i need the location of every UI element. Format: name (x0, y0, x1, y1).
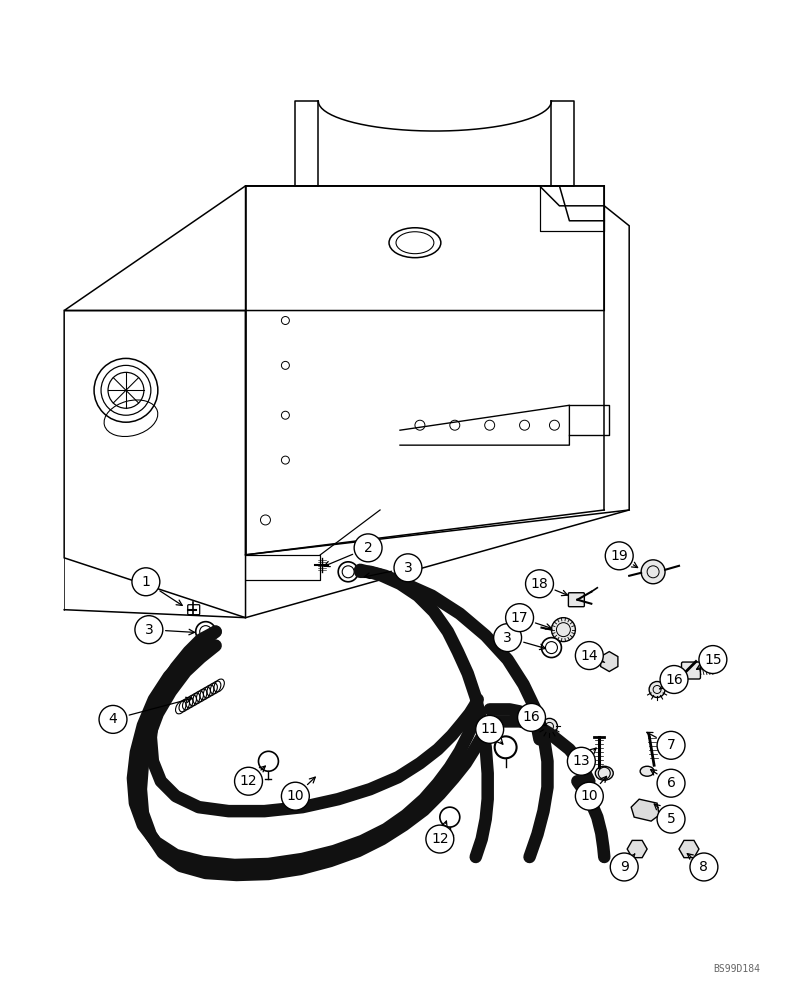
Text: 10: 10 (580, 789, 598, 803)
Circle shape (699, 646, 727, 674)
Text: 12: 12 (431, 832, 449, 846)
Circle shape (338, 562, 358, 582)
Text: 6: 6 (666, 776, 676, 790)
Circle shape (576, 782, 603, 810)
Text: 16: 16 (665, 672, 683, 686)
Circle shape (494, 624, 521, 652)
Circle shape (657, 805, 685, 833)
Text: 16: 16 (523, 710, 540, 724)
Text: BS99D184: BS99D184 (714, 964, 761, 974)
Text: 15: 15 (704, 653, 722, 667)
Text: 12: 12 (240, 774, 257, 788)
Text: 10: 10 (287, 789, 304, 803)
Circle shape (132, 568, 160, 596)
Circle shape (476, 715, 504, 743)
Circle shape (235, 767, 263, 795)
Text: 19: 19 (611, 549, 628, 563)
Ellipse shape (640, 766, 654, 776)
FancyBboxPatch shape (568, 593, 584, 607)
Circle shape (196, 622, 216, 642)
Text: 14: 14 (580, 649, 598, 663)
FancyBboxPatch shape (681, 662, 700, 679)
Text: 1: 1 (142, 575, 150, 589)
Text: 4: 4 (108, 712, 117, 726)
Text: 9: 9 (620, 860, 629, 874)
Circle shape (690, 853, 718, 881)
Text: 13: 13 (572, 754, 590, 768)
Circle shape (576, 642, 603, 670)
Circle shape (611, 853, 638, 881)
Circle shape (99, 705, 127, 733)
Circle shape (517, 703, 545, 731)
Circle shape (541, 638, 561, 658)
Ellipse shape (595, 766, 613, 780)
Circle shape (568, 747, 595, 775)
Circle shape (605, 542, 633, 570)
Text: 5: 5 (667, 812, 676, 826)
Circle shape (505, 604, 533, 632)
Text: 3: 3 (404, 561, 412, 575)
Circle shape (657, 731, 685, 759)
Circle shape (541, 718, 557, 734)
Circle shape (657, 769, 685, 797)
Circle shape (660, 666, 688, 693)
Text: 18: 18 (531, 577, 548, 591)
Text: 2: 2 (364, 541, 373, 555)
Text: 8: 8 (700, 860, 708, 874)
Circle shape (426, 825, 454, 853)
Text: 7: 7 (667, 738, 676, 752)
Polygon shape (631, 799, 659, 821)
Circle shape (394, 554, 422, 582)
Circle shape (649, 681, 665, 697)
Circle shape (552, 618, 576, 642)
Text: 3: 3 (145, 623, 154, 637)
Text: 17: 17 (511, 611, 529, 625)
Circle shape (641, 560, 665, 584)
Text: 11: 11 (481, 722, 498, 736)
Circle shape (354, 534, 382, 562)
Circle shape (525, 570, 553, 598)
Circle shape (282, 782, 310, 810)
Circle shape (135, 616, 163, 644)
Text: 3: 3 (503, 631, 512, 645)
